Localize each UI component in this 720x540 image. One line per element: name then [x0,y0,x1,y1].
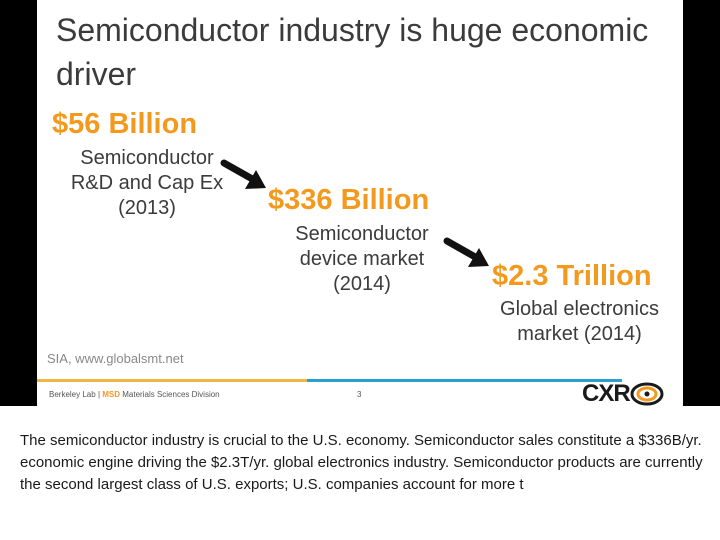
arrow-icon [220,159,266,189]
rd-capex-line-1: Semiconductor [80,147,214,169]
source-note: SIA, www.globalsmt.net [47,351,184,366]
footer-division-name: Materials Sciences Division [122,390,220,399]
electronics-market-line-2: market (2014) [517,323,642,345]
slide-title: Semiconductor industry is huge economic … [56,12,649,92]
caption-text: The semiconductor industry is crucial to… [20,432,703,493]
logo-text: CXR [582,380,631,406]
device-market-line-2: device market [299,248,425,270]
page-number: 3 [357,390,362,399]
rd-capex-label: Semiconductor R&D and Cap Ex (2013) [47,146,247,221]
right-letterbox [683,0,720,406]
rd-capex-line-2: R&D and Cap Ex [70,172,224,194]
electronics-market-value: $2.3 Trillion [492,260,652,292]
footer-division-code: MSD [102,390,121,399]
left-letterbox [0,0,37,406]
footer-separator: | [97,390,101,399]
electronics-market-label: Global electronics market (2014) [482,297,677,347]
slide: Semiconductor industry is huge economic … [37,0,683,406]
electronics-market-line-1: Global electronics [500,298,659,320]
device-market-value: $336 Billion [268,184,430,216]
footer-rule-orange [37,379,307,382]
footer-rule-blue [307,379,622,382]
rd-capex-value: $56 Billion [52,108,198,140]
device-market-line-3: (2014) [333,273,391,295]
footer-affiliation: Berkeley Lab | MSD Materials Sciences Di… [49,390,220,399]
device-market-label: Semiconductor device market (2014) [257,222,467,297]
device-market-line-1: Semiconductor [295,223,429,245]
rd-capex-line-3: (2013) [118,197,176,219]
cxro-logo: CXR [582,382,664,406]
logo-o-mark-icon [630,382,664,406]
footer-lab: Berkeley Lab [49,390,96,399]
arrow-icon [443,237,489,267]
